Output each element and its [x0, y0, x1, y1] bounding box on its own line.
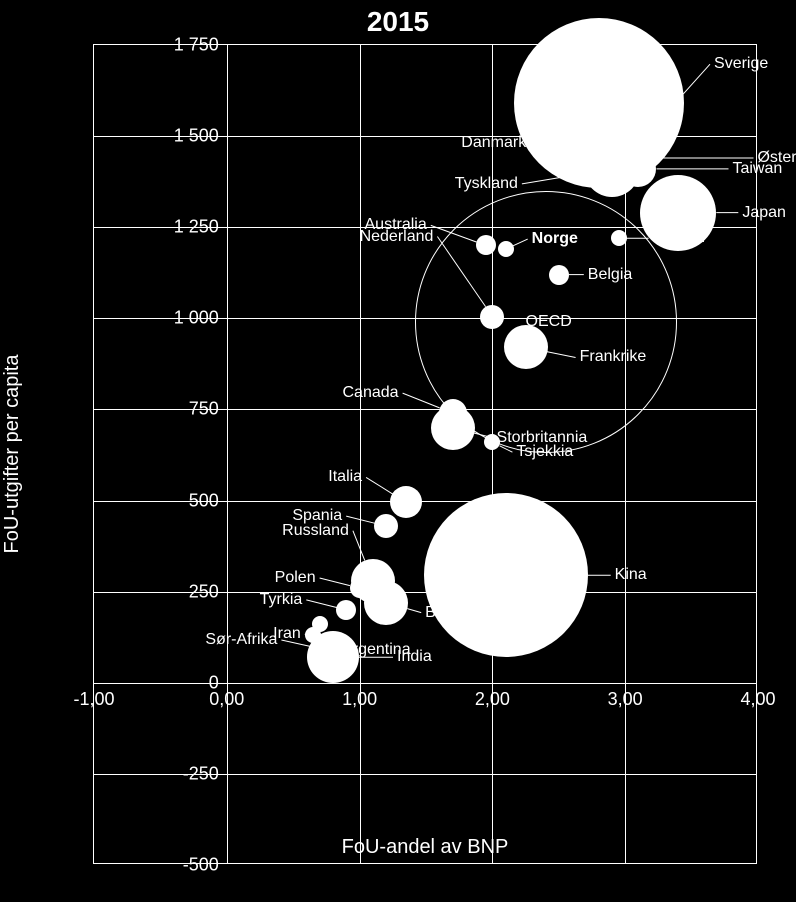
chart-container: 2015 -1,000,001,002,003,004,00-500-25002… — [0, 0, 796, 902]
label-kina: Kina — [611, 566, 647, 584]
chart-title: 2015 — [0, 6, 796, 38]
label-tyskland: Tyskland — [455, 175, 522, 193]
label-italia: Italia — [328, 468, 366, 486]
bubble-brasil — [364, 581, 408, 625]
label-brasil: Brasil — [421, 604, 465, 622]
bubble-india — [307, 631, 359, 683]
leader-polen — [320, 578, 350, 586]
label-frankrike: Frankrike — [576, 348, 647, 366]
label-india: India — [393, 648, 432, 666]
y-axis-label: FoU-utgifter per capita — [1, 355, 24, 554]
label-nederland: Nederland — [360, 228, 438, 246]
bubble-tyskland — [584, 141, 640, 197]
plot-area: -1,000,001,002,003,004,00-500-2500250500… — [93, 44, 757, 864]
label-japan: Japan — [738, 204, 786, 222]
label-danmark: Danmark — [461, 134, 530, 152]
bubble-storbritannia — [431, 406, 475, 450]
bubble-italia — [390, 486, 422, 518]
label-sverige: Sverige — [710, 55, 768, 73]
leader-canada — [403, 393, 440, 408]
bubble-frankrike — [504, 325, 548, 369]
label-tsjekkia: Tsjekkia — [512, 443, 573, 461]
label-sorafrika: Sør-Afrika — [205, 631, 281, 649]
label-russland: Russland — [282, 522, 353, 540]
label-canada: Canada — [343, 384, 403, 402]
bubble-sverige — [653, 102, 677, 126]
leader-tyrkia — [306, 600, 336, 608]
bubble-kina — [424, 493, 588, 657]
label-finland: Finland — [649, 229, 705, 247]
bubble-spania — [374, 514, 398, 538]
leader-italia — [366, 477, 392, 494]
leader-russland — [353, 531, 365, 561]
label-tyrkia: Tyrkia — [260, 591, 307, 609]
bubble-tsjekkia — [484, 434, 500, 450]
label-polen: Polen — [275, 569, 320, 587]
bubble-tyrkia — [336, 600, 356, 620]
leader-brasil — [407, 609, 421, 613]
x-axis-label: FoU-andel av BNP — [342, 836, 509, 859]
bubble-sorafrika — [318, 642, 334, 658]
leader-lines — [94, 45, 758, 865]
label-taiwan: Taiwan — [728, 160, 782, 178]
